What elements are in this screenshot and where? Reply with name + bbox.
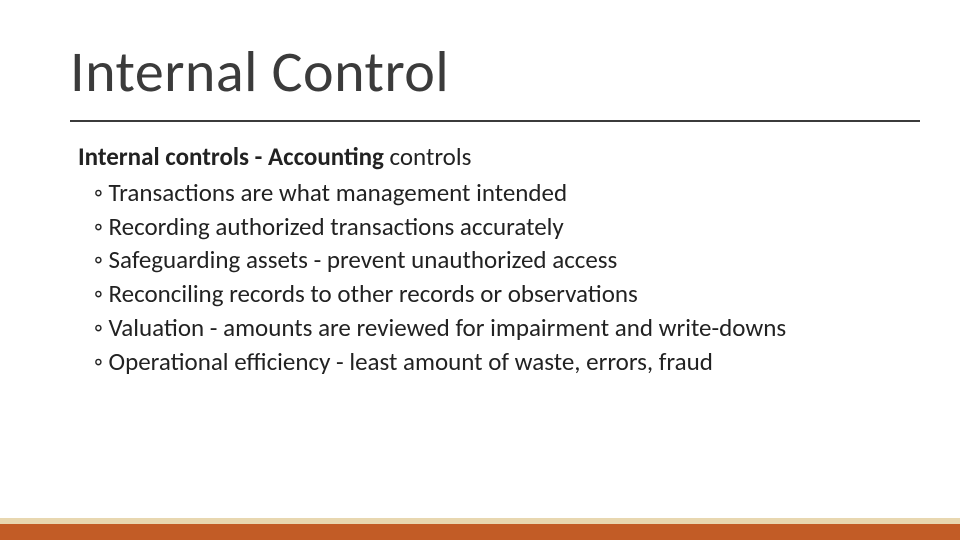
lead-rest-text: controls: [384, 141, 472, 172]
title-rule: [70, 120, 920, 122]
list-item: Reconciling records to other records or …: [74, 277, 910, 311]
lead-line: Internal controls - Accounting controls: [78, 140, 910, 174]
list-item: Valuation - amounts are reviewed for imp…: [74, 311, 910, 345]
footer-bar: [0, 518, 960, 540]
slide: Internal Control Internal controls - Acc…: [0, 0, 960, 540]
footer-stripe-bottom: [0, 524, 960, 540]
bullet-list: Transactions are what management intende…: [78, 176, 910, 379]
lead-bold-text: Internal controls - Accounting: [78, 141, 384, 172]
list-item: Operational efficiency - least amount of…: [74, 345, 910, 379]
list-item: Recording authorized transactions accura…: [74, 210, 910, 244]
list-item: Safeguarding assets - prevent unauthoriz…: [74, 243, 910, 277]
slide-title: Internal Control: [70, 36, 449, 107]
list-item: Transactions are what management intende…: [74, 176, 910, 210]
slide-body: Internal controls - Accounting controls …: [78, 140, 910, 378]
